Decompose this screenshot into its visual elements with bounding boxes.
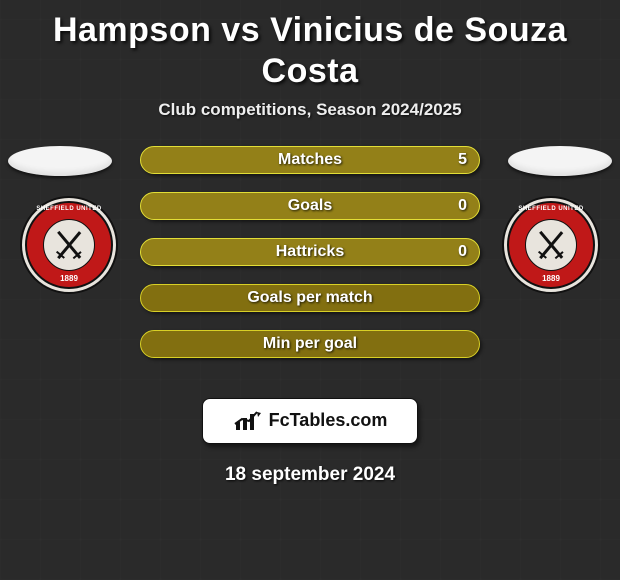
- page-title: Hampson vs Vinicius de Souza Costa: [0, 4, 620, 100]
- crest-ring: SHEFFIELD UNITED 1889: [25, 201, 113, 289]
- stat-label: Goals: [288, 197, 332, 215]
- chart-icon: [233, 410, 263, 432]
- club-crest-left: SHEFFIELD UNITED 1889: [20, 196, 118, 294]
- swords-icon: [49, 225, 89, 265]
- crest-inner: [43, 219, 95, 271]
- stat-pill: Matches 5: [140, 146, 480, 174]
- comparison-area: SHEFFIELD UNITED 1889 SHEFFIELD UNITED: [0, 146, 620, 384]
- stat-label: Min per goal: [263, 335, 357, 353]
- swords-icon: [531, 225, 571, 265]
- stat-label: Hattricks: [276, 243, 344, 261]
- date-text: 18 september 2024: [0, 464, 620, 486]
- crest-year: 1889: [542, 274, 560, 283]
- brand-box: FcTables.com: [202, 398, 418, 444]
- stat-pill: Goals per match: [140, 284, 480, 312]
- container: Hampson vs Vinicius de Souza Costa Club …: [0, 0, 620, 486]
- crest-ring: SHEFFIELD UNITED 1889: [507, 201, 595, 289]
- stat-label: Matches: [278, 151, 342, 169]
- stat-value-right: 0: [458, 197, 467, 215]
- crest-inner: [525, 219, 577, 271]
- crest-year: 1889: [60, 274, 78, 283]
- stat-pill: Min per goal: [140, 330, 480, 358]
- player-photo-placeholder-left: [8, 146, 112, 176]
- crest-text-top: SHEFFIELD UNITED: [518, 206, 583, 212]
- stat-value-right: 0: [458, 243, 467, 261]
- stat-pill: Hattricks 0: [140, 238, 480, 266]
- subtitle: Club competitions, Season 2024/2025: [0, 100, 620, 146]
- stat-value-right: 5: [458, 151, 467, 169]
- stat-label: Goals per match: [247, 289, 372, 307]
- stat-pill: Goals 0: [140, 192, 480, 220]
- player-photo-placeholder-right: [508, 146, 612, 176]
- crest-text-top: SHEFFIELD UNITED: [36, 206, 101, 212]
- club-crest-right: SHEFFIELD UNITED 1889: [502, 196, 600, 294]
- brand-text: FcTables.com: [269, 410, 388, 431]
- stats-column: Matches 5 Goals 0 Hattricks 0 Goals per match M…: [140, 146, 480, 358]
